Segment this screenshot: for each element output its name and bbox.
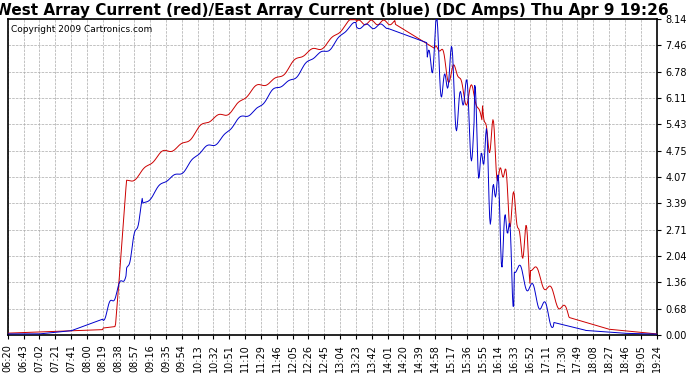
Title: West Array Current (red)/East Array Current (blue) (DC Amps) Thu Apr 9 19:26: West Array Current (red)/East Array Curr… — [0, 3, 669, 18]
Text: Copyright 2009 Cartronics.com: Copyright 2009 Cartronics.com — [11, 25, 152, 34]
